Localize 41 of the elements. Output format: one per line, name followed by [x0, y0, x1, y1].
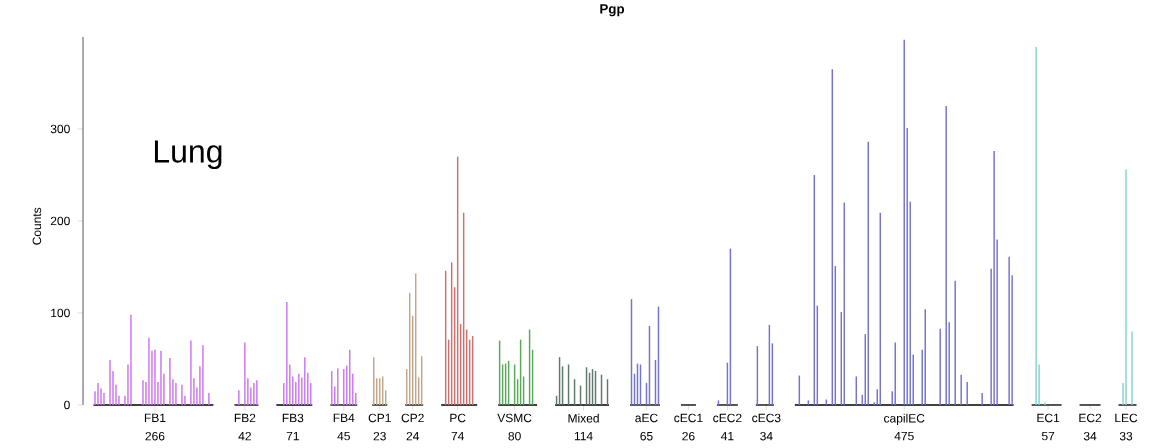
text: 266	[145, 431, 165, 441]
x-tick-label: EC1	[1037, 413, 1060, 423]
x-tick-label: cEC1	[674, 413, 703, 423]
text: 475	[894, 431, 914, 441]
text: 80	[508, 431, 521, 441]
x-tick-label: PC	[450, 413, 466, 423]
text: 34	[760, 431, 773, 441]
x-tick-label: VSMC	[497, 413, 532, 423]
x-tick-label: FB1	[144, 413, 166, 422]
x-tick-label: CP2	[401, 413, 424, 423]
text: 42	[238, 431, 251, 441]
y-tick-label: 300	[50, 124, 70, 134]
text: 26	[682, 431, 695, 441]
x-tick-label: cEC3	[752, 413, 781, 423]
y-tick-label: 100	[51, 308, 70, 318]
x-tick-label: Mixed	[568, 413, 599, 423]
annotation: Lung	[154, 140, 222, 170]
text: 34	[1083, 431, 1097, 441]
x-tick-label: FB2	[234, 413, 256, 423]
text: 74	[451, 431, 464, 441]
y-tick-label: 0	[64, 400, 70, 410]
text: 65	[640, 431, 653, 441]
chart-title: Pgp	[600, 4, 625, 17]
text: 24	[406, 431, 420, 441]
y-axis-title: Counts	[32, 207, 42, 245]
x-tick-label: EC2	[1079, 413, 1102, 423]
x-tick-label: aEC	[635, 413, 658, 423]
x-tick-label: CP1	[368, 413, 391, 423]
x-tick-label: cEC2	[713, 413, 742, 423]
x-tick-label: FB4	[333, 413, 355, 422]
y-tick-label: 200	[50, 216, 70, 226]
text: 33	[1119, 431, 1133, 441]
text: 45	[337, 431, 350, 441]
x-tick-label: FB3	[282, 413, 304, 423]
x-tick-label: capilEC	[884, 413, 925, 425]
text: 41	[721, 431, 734, 441]
text: 23	[373, 431, 386, 441]
text: 114	[574, 431, 593, 441]
x-tick-label: LEC	[1115, 413, 1138, 423]
text: 57	[1041, 431, 1055, 441]
text: 71	[286, 431, 299, 441]
